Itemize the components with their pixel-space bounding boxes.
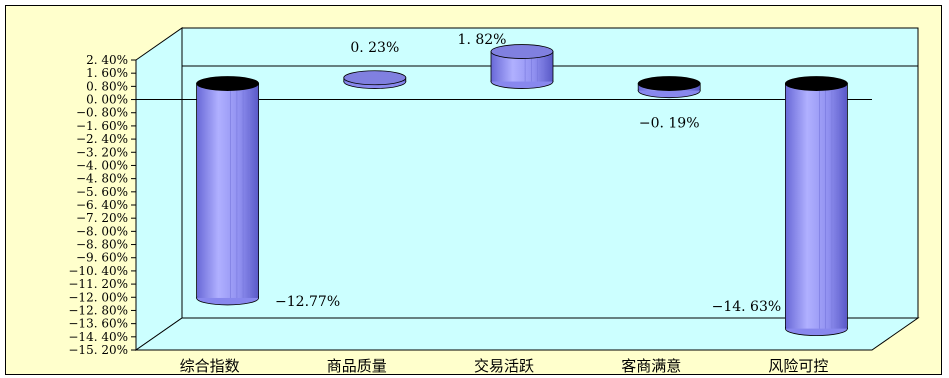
bar-top-cap (637, 76, 701, 91)
y-tick-label: −4. 00% (76, 158, 128, 172)
y-tick-label: −14. 40% (68, 330, 128, 344)
y-tick-label: −1. 60% (76, 119, 128, 133)
y-tick-label: −6. 40% (76, 198, 128, 212)
bar-5 (785, 76, 848, 337)
plot-side-wall (135, 27, 183, 351)
y-tick-label: −12. 80% (68, 303, 128, 317)
y-tick-label: 0. 00% (86, 93, 128, 107)
y-tick-label: −8. 80% (76, 238, 128, 252)
bar-3 (490, 44, 554, 89)
data-label: −14. 63% (712, 299, 782, 315)
y-tick-label: −9. 60% (76, 251, 128, 265)
bar-top-cap (785, 76, 848, 91)
y-tick-label: −0. 80% (76, 106, 128, 120)
y-tick-label: −15. 20% (68, 343, 128, 357)
bars-group (196, 44, 848, 337)
y-tick-label: 1. 60% (86, 66, 128, 80)
category-label: 商品质量 (327, 357, 387, 375)
category-labels: 综合指数 商品质量 交易活跃 客商满意 风险可控 (180, 357, 829, 375)
y-tick-label: 2. 40% (86, 53, 128, 67)
bar-top-cap (343, 70, 407, 86)
bar-top-cap (196, 76, 260, 91)
category-label: 交易活跃 (474, 357, 534, 375)
data-labels: −12.77% 0. 23% 1. 82% −0. 19% −14. 63% (275, 32, 781, 315)
data-label: −12.77% (275, 294, 340, 310)
bar-top-cap (490, 44, 554, 59)
bar-1 (196, 76, 260, 306)
y-tick-label: −11. 20% (68, 277, 128, 291)
bar-2 (343, 70, 407, 89)
category-label: 风险可控 (768, 357, 828, 375)
y-tick-label: −4. 80% (76, 172, 128, 186)
bar-chart: 2. 40%1. 60%0. 80%0. 00%−0. 80%−1. 60%−2… (68, 27, 920, 375)
y-tick-label: −12. 00% (68, 290, 128, 304)
y-tick-label: −10. 40% (68, 264, 128, 278)
y-axis-ticks: 2. 40%1. 60%0. 80%0. 00%−0. 80%−1. 60%−2… (68, 53, 136, 357)
data-label: 1. 82% (458, 32, 507, 48)
y-tick-label: −2. 40% (76, 132, 128, 146)
data-label: 0. 23% (350, 40, 399, 56)
chart-frame: 2. 40% 1. 60% 0. 80% 0. 00% −0. 80% −1. 60% −2… (5, 5, 942, 375)
y-tick-label: −13. 60% (68, 317, 128, 331)
y-tick-label: 0. 80% (86, 79, 128, 93)
y-tick-label: −3. 20% (76, 145, 128, 159)
bar-body-fill (197, 83, 259, 298)
category-label: 综合指数 (180, 357, 240, 375)
data-label: −0. 19% (639, 116, 700, 132)
bar-4 (637, 76, 701, 99)
y-tick-label: −8. 00% (76, 224, 128, 238)
y-tick-label: −7. 20% (76, 211, 128, 225)
y-tick-label: −5. 60% (76, 185, 128, 199)
bar-body-fill (785, 83, 847, 329)
category-label: 客商满意 (621, 357, 681, 375)
plot-floor (134, 317, 920, 351)
